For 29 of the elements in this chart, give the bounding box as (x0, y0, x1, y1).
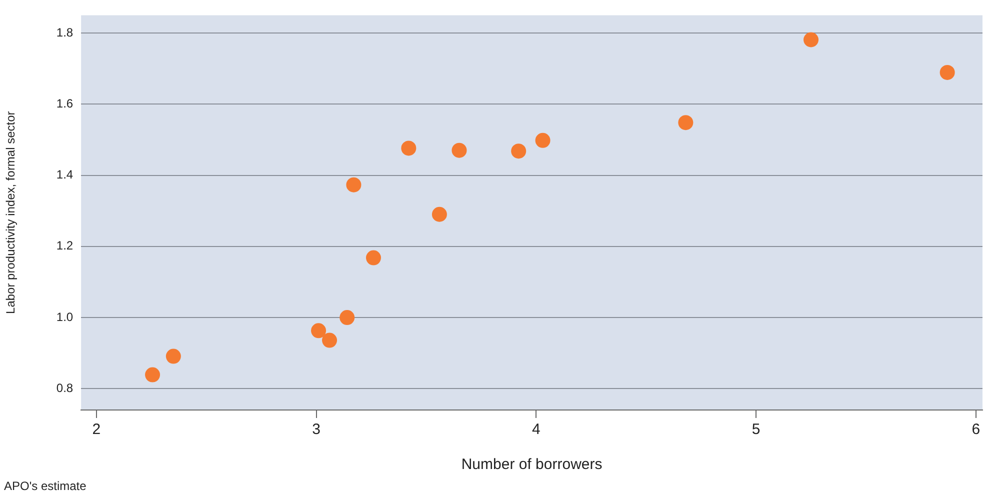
point (535, 132, 550, 148)
point (166, 348, 181, 364)
text: APO's estimate (4, 478, 88, 494)
point (346, 177, 362, 192)
x-tick-label: 5 (752, 421, 760, 438)
point (432, 206, 447, 222)
point (366, 250, 381, 266)
point (452, 142, 467, 158)
point (322, 332, 338, 348)
point (804, 32, 819, 48)
point (145, 367, 160, 382)
point (340, 310, 355, 326)
y-tick-label: 1.4 (56, 168, 74, 182)
point (511, 144, 526, 159)
y-tick-label: 1.6 (56, 96, 74, 110)
point (311, 323, 326, 338)
y-axis-title: Labor productivity index, formal sector (4, 111, 18, 314)
x-tick-label: 6 (972, 421, 980, 438)
y-tick-label: 1.2 (56, 238, 74, 253)
point (401, 140, 416, 156)
point (940, 64, 955, 80)
x-tick-label: 4 (532, 421, 540, 438)
y-tick-label: 1.0 (56, 310, 74, 324)
x-tick-label: 3 (312, 421, 320, 438)
x-tick-label: 2 (92, 421, 101, 438)
point (678, 115, 694, 130)
x-axis-title: Number of borrowers (461, 456, 602, 474)
y-tick-label: 0.8 (56, 380, 74, 395)
y-tick-label: 1.8 (56, 25, 74, 40)
